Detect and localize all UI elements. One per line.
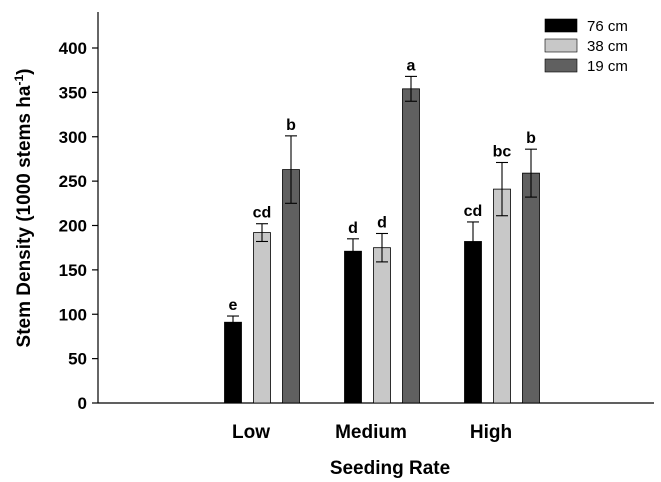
y-ticks: 0 50 100 150 200 250 300 350 400: [59, 39, 98, 413]
y-tick-label: 200: [59, 217, 87, 236]
y-axis-title-superscript: -1: [12, 75, 26, 86]
x-ticks: Low Medium High: [232, 422, 512, 443]
bar-1-0: [344, 250, 362, 404]
x-tick-label: High: [470, 422, 512, 443]
legend: 76 cm 38 cm 19 cm: [544, 18, 628, 75]
significance-label: b: [526, 130, 536, 147]
legend-label: 19 cm: [587, 58, 628, 75]
legend-swatch: [544, 58, 578, 73]
significance-label: cd: [253, 205, 272, 222]
significance-label: e: [229, 297, 238, 314]
bar-2-1: [493, 188, 511, 404]
bar-1-2: [402, 88, 420, 404]
x-axis-title: Seeding Rate: [330, 458, 450, 479]
significance-label: bc: [493, 143, 512, 160]
y-tick-label: 400: [59, 39, 87, 58]
legend-label: 76 cm: [587, 18, 628, 35]
significance-label: cd: [464, 203, 483, 220]
bar-2-2: [522, 172, 540, 404]
significance-label: a: [407, 57, 416, 74]
y-tick-label: 50: [68, 350, 87, 369]
bar-0-1: [253, 232, 271, 404]
y-axis-title-close: ): [14, 69, 35, 75]
y-tick-label: 250: [59, 172, 87, 191]
bar-0-0: [224, 321, 242, 404]
x-tick-label: Low: [232, 422, 270, 443]
y-tick-label: 0: [78, 394, 87, 413]
x-tick-label: Medium: [335, 422, 407, 443]
bar-0-2: [282, 169, 300, 404]
y-tick-label: 350: [59, 83, 87, 102]
y-tick-label: 150: [59, 261, 87, 280]
legend-swatch: [544, 38, 578, 53]
significance-label: d: [348, 220, 358, 237]
significance-label: d: [377, 214, 387, 231]
legend-label: 38 cm: [587, 38, 628, 55]
y-axis-title-main: Stem Density (1000 stems ha: [14, 85, 35, 347]
significance-label: b: [286, 117, 296, 134]
bar-2-0: [464, 241, 482, 404]
y-axis-title: Stem Density (1000 stems ha-1): [12, 69, 35, 348]
y-tick-label: 300: [59, 128, 87, 147]
bar-1-1: [373, 247, 391, 404]
legend-swatch: [544, 18, 578, 33]
y-tick-label: 100: [59, 305, 87, 324]
